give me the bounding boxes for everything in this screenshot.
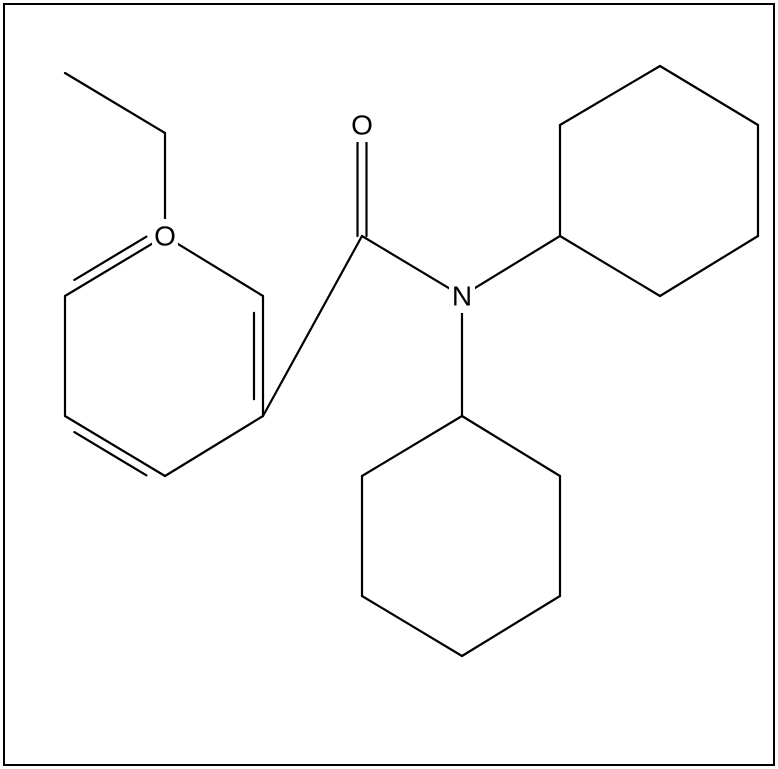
svg-text:O: O [351,110,373,141]
bond [462,416,560,476]
bonds-layer [65,66,758,656]
bond [65,236,165,296]
bond [560,236,660,296]
frame [4,4,774,765]
svg-text:N: N [452,281,472,312]
bond [362,596,462,656]
bond [65,73,165,133]
atom-O: O [349,108,375,142]
bond [362,416,462,476]
atom-N: N [449,279,475,313]
bond [560,66,660,125]
bond [263,236,362,416]
bond [362,236,451,289]
bond [473,236,560,289]
bond [74,237,146,280]
bond [660,66,758,125]
molecule-diagram: O O N [0,0,778,769]
atoms-layer: O O N [152,108,475,313]
bond [65,416,165,476]
bond [462,596,560,656]
bond [176,243,263,296]
bond [74,432,146,475]
svg-text:O: O [154,221,176,252]
atom-O: O [152,219,178,253]
bond [660,236,758,296]
bond [165,416,263,476]
